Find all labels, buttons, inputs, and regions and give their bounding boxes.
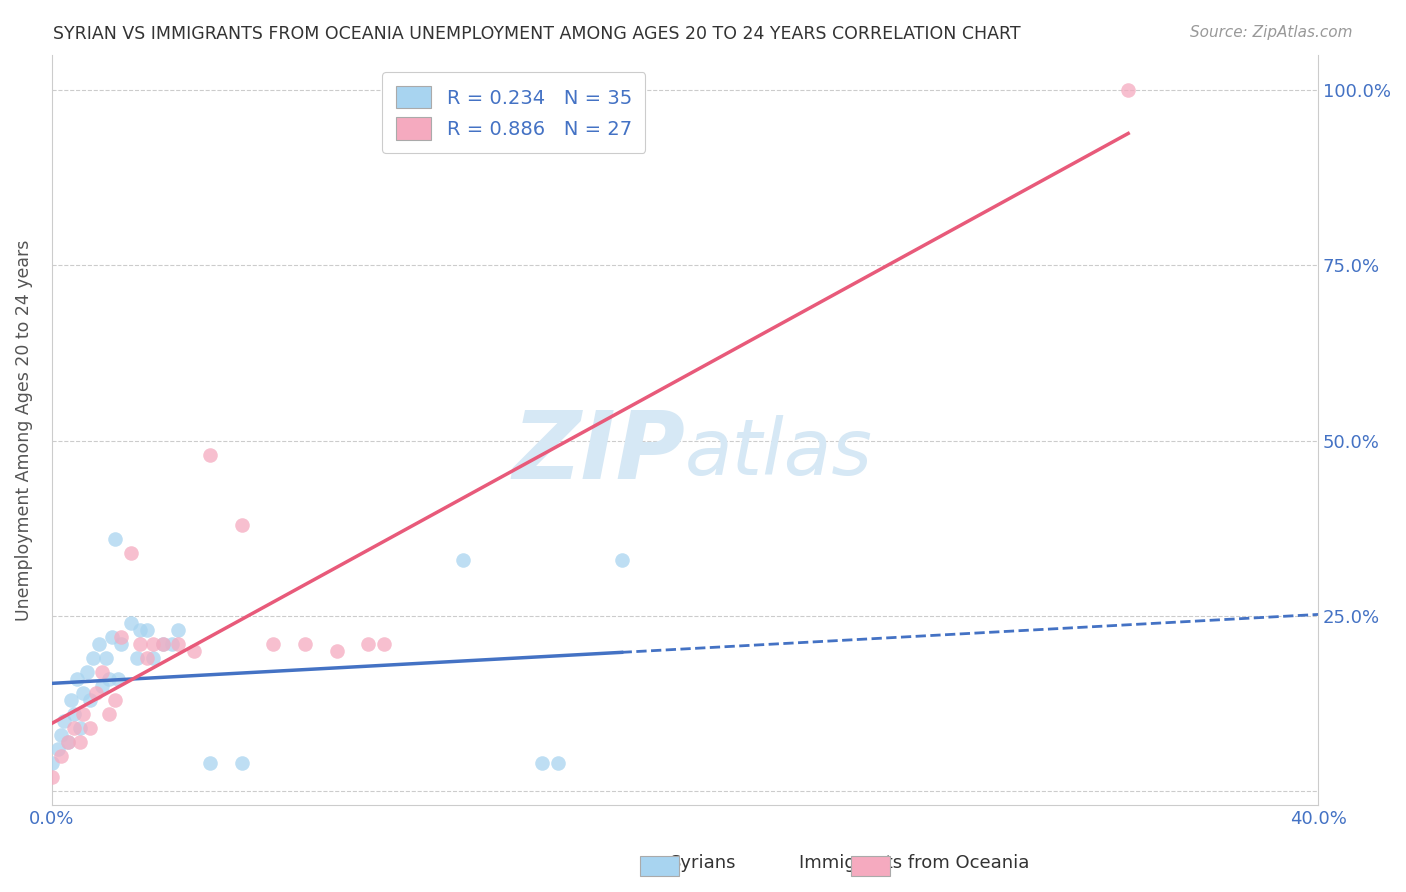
Point — [41, 756, 63, 770]
Point — [59, 693, 82, 707]
Point — [91, 679, 114, 693]
Point — [110, 630, 132, 644]
Text: atlas: atlas — [685, 415, 873, 491]
Point — [51, 728, 73, 742]
Point — [72, 686, 94, 700]
Point — [453, 553, 475, 567]
Point — [107, 672, 129, 686]
Point — [104, 532, 127, 546]
Point — [110, 637, 132, 651]
Point — [89, 637, 111, 651]
Point — [135, 623, 157, 637]
Point — [135, 651, 157, 665]
Point — [82, 651, 104, 665]
Point — [63, 706, 86, 721]
Point — [610, 553, 633, 567]
Point — [231, 517, 253, 532]
Point — [84, 686, 107, 700]
Point — [120, 546, 142, 560]
Point — [120, 615, 142, 630]
Point — [51, 749, 73, 764]
Point — [46, 742, 69, 756]
Text: Source: ZipAtlas.com: Source: ZipAtlas.com — [1189, 25, 1353, 40]
Point — [41, 770, 63, 784]
Point — [129, 637, 152, 651]
Point — [373, 637, 395, 651]
Point — [198, 756, 221, 770]
Point — [69, 735, 91, 749]
Point — [127, 651, 149, 665]
Point — [91, 665, 114, 679]
Point — [94, 651, 117, 665]
Point — [142, 651, 165, 665]
Point — [66, 672, 89, 686]
Y-axis label: Unemployment Among Ages 20 to 24 years: Unemployment Among Ages 20 to 24 years — [15, 239, 32, 621]
Point — [76, 665, 98, 679]
Point — [129, 623, 152, 637]
Point — [160, 637, 183, 651]
Point — [79, 693, 101, 707]
Text: Immigrants from Oceania: Immigrants from Oceania — [799, 855, 1029, 872]
Point — [152, 637, 174, 651]
Point — [183, 644, 205, 658]
Point — [142, 637, 165, 651]
Point — [152, 637, 174, 651]
Text: ZIP: ZIP — [512, 407, 685, 499]
Point — [97, 672, 120, 686]
Point — [167, 637, 190, 651]
Point — [547, 756, 569, 770]
Point — [63, 721, 86, 735]
Point — [97, 706, 120, 721]
Point — [104, 693, 127, 707]
Point — [72, 706, 94, 721]
Point — [69, 721, 91, 735]
Point — [531, 756, 554, 770]
Point — [53, 714, 76, 728]
Point — [262, 637, 284, 651]
Text: Syrians: Syrians — [669, 855, 737, 872]
Point — [294, 637, 316, 651]
Legend: R = 0.234   N = 35, R = 0.886   N = 27: R = 0.234 N = 35, R = 0.886 N = 27 — [382, 72, 645, 153]
Point — [167, 623, 190, 637]
Text: SYRIAN VS IMMIGRANTS FROM OCEANIA UNEMPLOYMENT AMONG AGES 20 TO 24 YEARS CORRELA: SYRIAN VS IMMIGRANTS FROM OCEANIA UNEMPL… — [53, 25, 1021, 43]
Point — [101, 630, 124, 644]
Point — [231, 756, 253, 770]
Point — [56, 735, 79, 749]
Point — [198, 448, 221, 462]
Point — [56, 735, 79, 749]
Point — [357, 637, 380, 651]
Point — [1116, 83, 1139, 97]
Point — [79, 721, 101, 735]
Point — [325, 644, 347, 658]
